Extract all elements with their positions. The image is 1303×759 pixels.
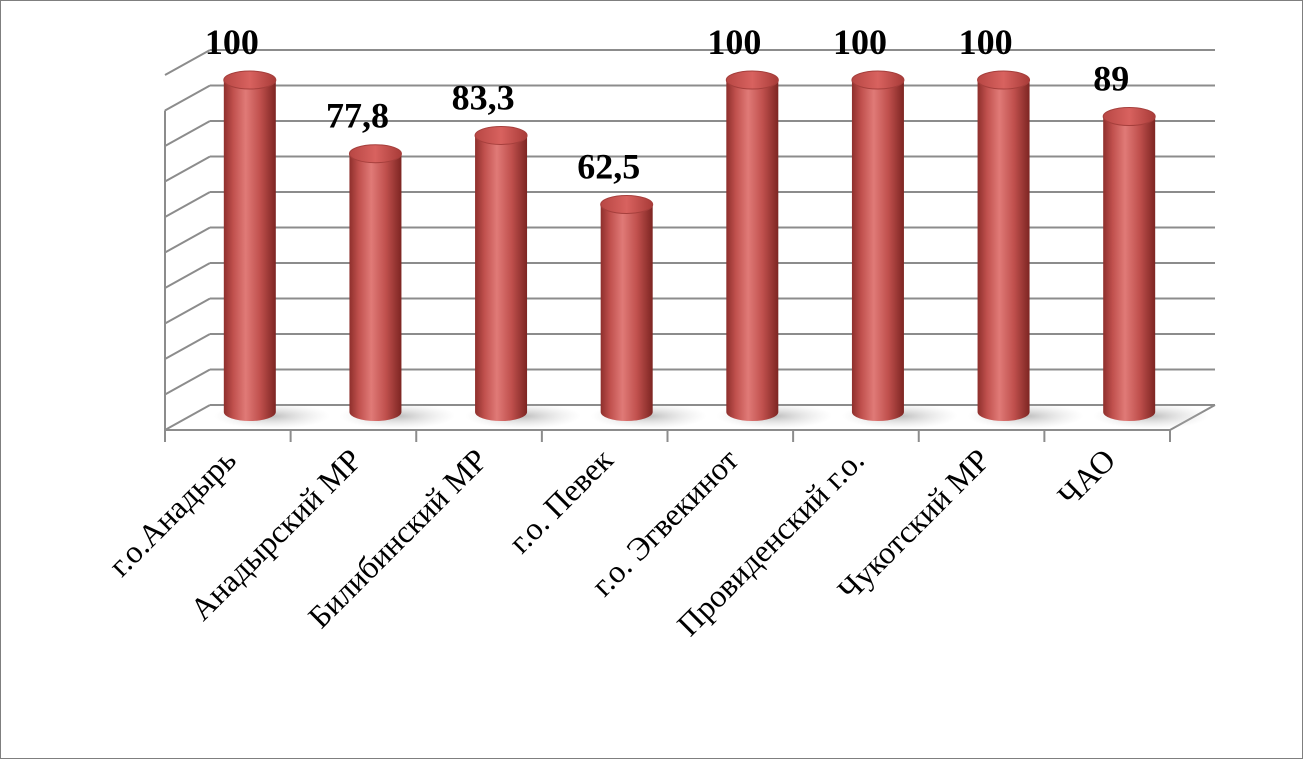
bar [223, 70, 277, 421]
bar-body [223, 80, 276, 421]
bar-body [600, 204, 653, 421]
gridline-side [164, 84, 211, 112]
bar-body [726, 80, 779, 421]
bar-top [348, 144, 402, 164]
data-label: 100 [205, 22, 259, 62]
bar-body [475, 135, 528, 421]
category-label: ЧАО [1050, 441, 1122, 513]
bar-top [1102, 107, 1156, 127]
gridline-side [164, 155, 211, 183]
bar [600, 195, 654, 421]
bar-body [977, 80, 1030, 421]
data-label: 100 [707, 22, 761, 62]
category-label: г.о. Певек [501, 441, 620, 560]
bars [213, 70, 1210, 429]
floor-left-edge [164, 404, 211, 431]
gridline-side [164, 191, 211, 218]
value-labels: 100 77,8 83,3 62,5 100 100 100 89 [205, 22, 1129, 187]
bar [474, 125, 528, 421]
bar-top [600, 195, 654, 214]
bar [851, 70, 905, 421]
bar-top [725, 70, 779, 90]
data-label: 100 [959, 22, 1013, 62]
gridline-side [164, 120, 211, 147]
bar-body [851, 80, 904, 421]
bar-body [349, 153, 402, 422]
gridline-side [164, 49, 211, 76]
gridline-side [164, 333, 211, 360]
gridline-side [164, 368, 211, 396]
gridline-side [164, 297, 211, 325]
bar-top [851, 70, 905, 90]
data-label: 62,5 [577, 147, 640, 187]
data-label: 100 [833, 22, 887, 62]
data-label: 77,8 [326, 96, 389, 136]
bar-top [474, 125, 528, 145]
data-label: 89 [1093, 59, 1129, 99]
data-label: 83,3 [452, 77, 515, 117]
bar [977, 70, 1031, 421]
bar [1102, 107, 1156, 422]
bar-body [1103, 116, 1156, 422]
bar [725, 70, 779, 421]
bar [348, 144, 402, 422]
bar-top [223, 70, 277, 90]
gridlines [164, 49, 1215, 396]
axes [164, 110, 1216, 442]
gridline-side [164, 226, 211, 254]
gridline-side [164, 262, 211, 289]
bar-top [977, 70, 1031, 90]
